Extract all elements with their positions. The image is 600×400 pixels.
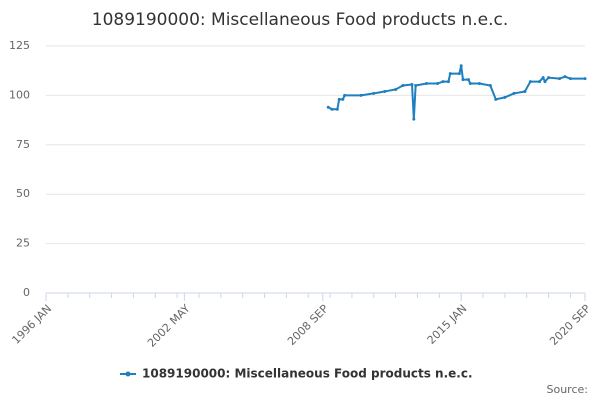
point (537, 80, 541, 84)
y-tick-label: 100 (9, 88, 30, 101)
point (547, 76, 551, 80)
point (335, 107, 339, 111)
legend-label: 1089190000: Miscellaneous Food products … (142, 367, 473, 381)
point (394, 87, 398, 91)
y-tick-label: 125 (9, 39, 30, 52)
y-tick-label: 75 (16, 138, 30, 151)
point (477, 82, 481, 86)
x-tick-label: 2008 SEP (285, 302, 331, 348)
point (503, 95, 507, 99)
point (401, 84, 405, 88)
point (341, 97, 345, 101)
point (330, 107, 334, 111)
point (412, 117, 416, 121)
legend-marker (125, 371, 131, 377)
point (448, 72, 452, 76)
y-tick-label: 25 (16, 237, 30, 250)
point (512, 91, 516, 95)
y-tick-label: 0 (23, 286, 30, 299)
point (414, 84, 418, 88)
point (337, 97, 341, 101)
source: Source: (547, 383, 589, 396)
point (494, 97, 498, 101)
point (468, 82, 472, 86)
x-tick-label: 2020 SEP (547, 302, 593, 348)
point (343, 93, 347, 97)
x-tick-label: 2002 MAY (145, 302, 193, 350)
chart-title: 1089190000: Miscellaneous Food products … (92, 10, 508, 30)
point (457, 72, 461, 76)
point (425, 82, 429, 86)
point (372, 91, 376, 95)
point (563, 75, 567, 79)
point (488, 84, 492, 88)
point (528, 80, 532, 84)
point (466, 78, 470, 82)
point (461, 78, 465, 82)
point (326, 105, 330, 109)
point (523, 89, 527, 93)
y-tick-label: 50 (16, 187, 30, 200)
point (558, 77, 562, 81)
x-tick-label: 1996 JAN (9, 302, 54, 347)
x-tick-label: 2015 JAN (425, 302, 470, 347)
point (359, 93, 363, 97)
point (441, 80, 445, 84)
point (446, 80, 450, 84)
point (410, 83, 414, 87)
point (383, 89, 387, 93)
point (459, 64, 463, 68)
point (436, 82, 440, 86)
point (541, 76, 545, 80)
point (543, 80, 547, 84)
point (568, 77, 572, 81)
line (327, 65, 585, 120)
point (583, 77, 587, 81)
